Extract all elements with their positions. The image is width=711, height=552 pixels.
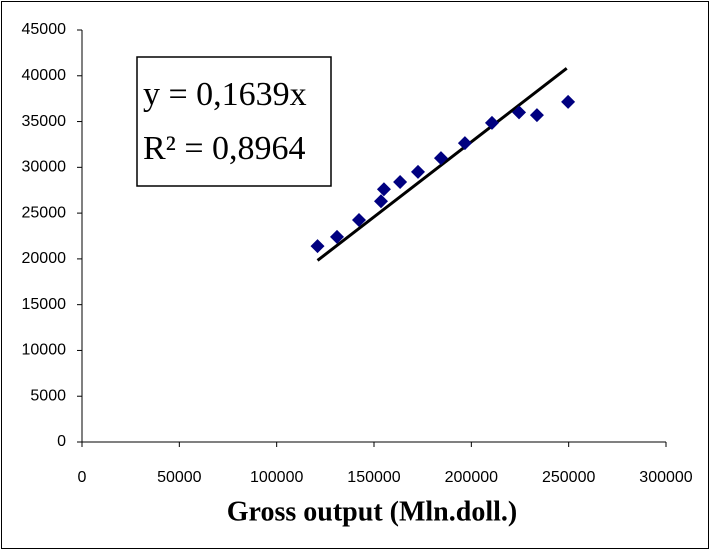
x-tick-label: 150000 <box>347 469 400 486</box>
y-tick-label: 40000 <box>22 67 67 84</box>
y-tick-label: 15000 <box>22 296 67 313</box>
data-point <box>484 115 499 130</box>
y-tick-label: 25000 <box>22 204 67 221</box>
x-tick-label: 300000 <box>639 469 692 486</box>
x-tick-label: 50000 <box>157 469 202 486</box>
data-point <box>374 194 389 209</box>
y-tick-label: 45000 <box>22 21 67 38</box>
data-point <box>352 212 367 227</box>
equation: y = 0,1639x <box>143 76 307 113</box>
data-point <box>529 108 544 123</box>
data-point <box>433 151 448 166</box>
y-tick-label: 35000 <box>22 113 67 130</box>
trendline <box>316 67 568 262</box>
annotation-box <box>136 56 332 187</box>
y-tick-label: 10000 <box>22 342 67 359</box>
x-tick-label: 0 <box>78 469 87 486</box>
x-tick-label: 100000 <box>250 469 303 486</box>
x-tick-label: 250000 <box>542 469 595 486</box>
data-point <box>561 94 576 109</box>
y-tick-label: 30000 <box>22 159 67 176</box>
data-point <box>376 182 391 197</box>
r-squared: R² = 0,8964 <box>143 130 306 167</box>
y-tick-label: 0 <box>57 433 66 450</box>
y-tick-label: 20000 <box>22 250 67 267</box>
data-point <box>330 229 345 244</box>
data-point <box>410 164 425 179</box>
data-point <box>512 105 527 120</box>
x-tick-label: 200000 <box>445 469 498 486</box>
x-axis-label: Gross output (Mln.doll.) <box>227 496 517 527</box>
data-point <box>393 174 408 189</box>
data-point <box>310 239 325 254</box>
data-point <box>457 136 472 151</box>
y-tick-label: 5000 <box>30 387 66 404</box>
